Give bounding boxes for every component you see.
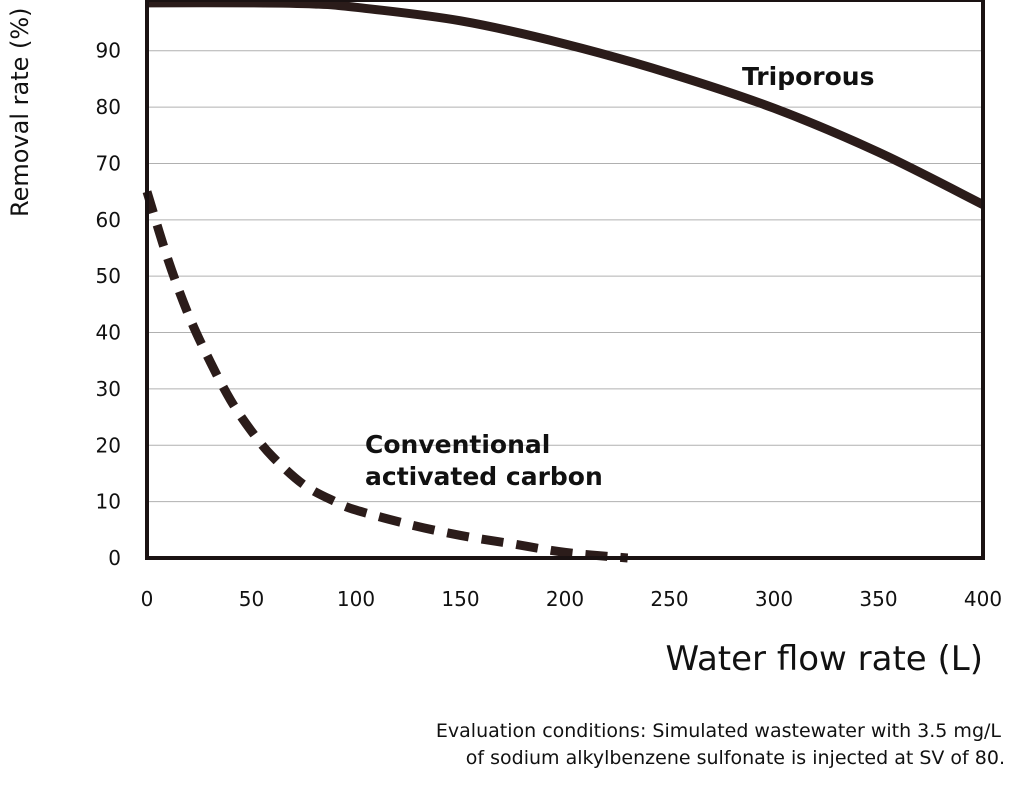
footnote-line1: Evaluation conditions: Simulated wastewa… [436,720,1001,742]
x-axis-label: Water flow rate (L) [666,639,984,679]
footnote-line2: of sodium alkylbenzene sulfonate is inje… [466,747,1005,769]
y-tick-label: 60 [96,208,121,232]
y-tick-label: 30 [96,377,121,401]
tick-labels: 0 10 20 30 40 50 60 70 80 90 0 50 100 150 200 250 300 350… [96,39,1003,611]
grid-lines [147,50,983,503]
x-tick-label: 100 [337,587,375,611]
y-tick-label: 0 [108,546,121,570]
y-tick-label: 50 [96,264,121,288]
x-tick-label: 200 [546,587,584,611]
y-tick-label: 90 [96,39,121,63]
conventional-label-line1: Conventional [365,430,550,459]
x-tick-label: 400 [964,587,1002,611]
x-tick-label: 50 [239,587,264,611]
plot-frame [145,0,985,560]
y-tick-label: 70 [96,151,121,175]
y-axis-label: Removal rate (%) [6,7,34,217]
x-tick-label: 300 [755,587,793,611]
conventional-carbon-line [142,190,629,563]
y-tick-label: 40 [96,321,121,345]
x-tick-label: 150 [441,587,479,611]
conventional-label-line2: activated carbon [365,462,603,491]
y-tick-label: 20 [96,433,121,457]
y-tick-label: 80 [96,95,121,119]
y-tick-label: 10 [96,490,121,514]
series-layer [142,0,986,563]
x-tick-label: 0 [141,587,154,611]
triporous-line [146,0,986,209]
x-tick-label: 250 [650,587,688,611]
triporous-label: Triporous [742,62,874,91]
x-tick-label: 350 [859,587,897,611]
